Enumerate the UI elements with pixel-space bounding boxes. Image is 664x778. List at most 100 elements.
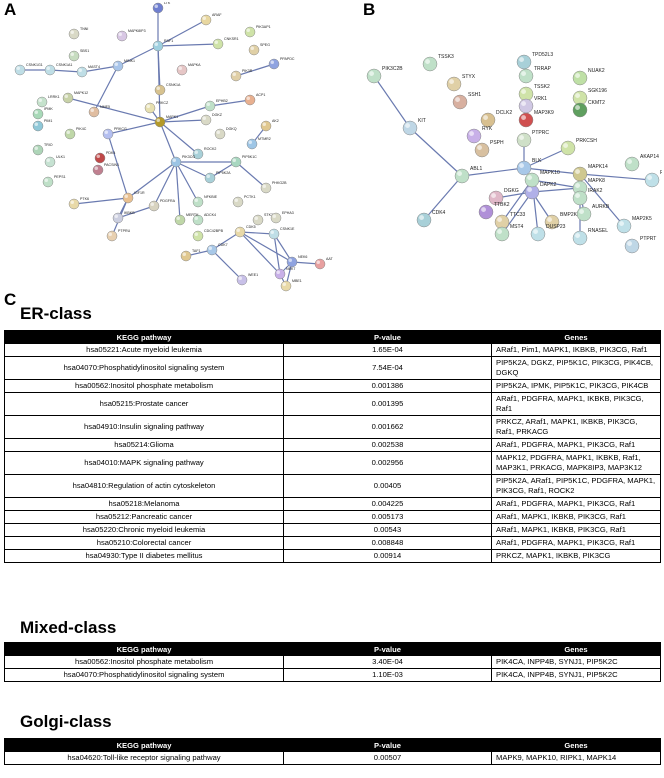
- table-row: hsa05221:Acute myeloid leukemia 1.65E-04 A…: [4, 343, 661, 357]
- network-node: VRK1: [518, 96, 547, 114]
- node-label: ACP1: [256, 93, 265, 97]
- node-circle: [62, 92, 74, 104]
- node-highlight: [232, 158, 236, 162]
- node-highlight: [16, 66, 20, 70]
- network-edge: [117, 45, 159, 67]
- node-label: MAP2K5: [632, 216, 652, 222]
- node-highlight: [579, 209, 584, 214]
- node-highlight: [114, 214, 118, 218]
- node-highlight: [527, 187, 532, 192]
- network-node: PTPRT: [624, 236, 656, 254]
- node-highlight: [156, 118, 160, 122]
- network-node: MAPK10: [524, 170, 560, 188]
- network-node: CSNK1E: [268, 227, 295, 240]
- node-circle: [402, 120, 418, 136]
- network-node: ABL1: [454, 166, 482, 184]
- node-circle: [148, 200, 160, 212]
- network-node: TSSK3: [422, 54, 454, 72]
- network-node: PIK3CG: [170, 155, 195, 168]
- node-highlight: [270, 230, 274, 234]
- table-row: hsa05215:Prostate cancer 0.001395 ARaf1, P…: [4, 392, 661, 416]
- node-circle: [516, 54, 532, 70]
- network-edge: [93, 65, 119, 113]
- node-highlight: [288, 258, 292, 262]
- node-highlight: [647, 175, 652, 180]
- node-circle: [230, 156, 242, 168]
- node-highlight: [575, 105, 580, 111]
- node-highlight: [70, 30, 74, 34]
- node-label: CSNK1E: [280, 227, 295, 231]
- node-circle: [624, 238, 640, 254]
- pathway-cell: hsa04620:Toll-like receptor signaling pa…: [4, 751, 284, 765]
- panel-letter-a: A: [4, 0, 17, 19]
- pvalue-cell: 0.00405: [283, 474, 492, 498]
- node-label: MAPK10: [540, 170, 560, 176]
- network-node: MST4: [494, 224, 524, 242]
- table-row: hsa00562:Inositol phosphate metabolism 3.…: [4, 655, 661, 669]
- network-node: NUAK2: [572, 68, 605, 86]
- pvalue-cell: 0.001395: [283, 392, 492, 416]
- node-label: RNASEL: [588, 228, 608, 234]
- node-highlight: [627, 159, 632, 164]
- node-circle: [516, 160, 532, 176]
- node-circle: [36, 96, 48, 108]
- network-node: PIK3AP1: [244, 25, 271, 38]
- node-highlight: [78, 68, 82, 72]
- node-circle: [572, 230, 588, 246]
- node-highlight: [425, 59, 430, 64]
- genes-cell: ARaf1, PDGFRA, MAPK1, IKBKB, PIK3CG, Raf…: [491, 392, 661, 416]
- node-highlight: [124, 194, 128, 198]
- node-highlight: [254, 216, 258, 220]
- node-label: DGKG: [504, 188, 519, 194]
- genes-cell: PIP5K2A, ARaf1, PIP5K1C, PDGFRA, MAPK1, …: [491, 474, 661, 498]
- node-highlight: [248, 140, 252, 144]
- node-highlight: [246, 96, 250, 100]
- node-label: PIK3CG: [182, 155, 195, 159]
- node-label: PRKCSH: [576, 138, 597, 144]
- network-edge: [235, 63, 275, 77]
- genes-cell: ARaf1, MAPK1, IKBKB, PIK3CG, Raf1: [491, 510, 661, 524]
- table-row: hsa04810:Regulation of actin cytoskeleto…: [4, 474, 661, 498]
- network-edge: [153, 161, 177, 207]
- node-label: PDK4: [106, 151, 115, 155]
- node-label: IPMK: [44, 107, 53, 111]
- pvalue-cell: 0.00543: [283, 523, 492, 537]
- node-highlight: [563, 143, 568, 148]
- network-node: CDC42BPB: [192, 229, 224, 242]
- node-circle: [94, 152, 106, 164]
- node-highlight: [469, 131, 474, 136]
- network-node: TSSK2: [518, 84, 550, 102]
- network-edge: [49, 69, 83, 73]
- node-circle: [116, 30, 128, 42]
- pathway-cell: hsa04010:MAPK signaling pathway: [4, 451, 284, 475]
- node-highlight: [270, 60, 274, 64]
- network-edge: [273, 233, 293, 263]
- genes-cell: PIP5K2A, IPMK, PIP5K1C, PIK3CG, PIK4CB: [491, 379, 661, 393]
- network-edge: [239, 231, 281, 275]
- pathway-cell: hsa00562:Inositol phosphate metabolism: [4, 655, 284, 669]
- node-circle: [112, 212, 124, 224]
- node-label: SPEG: [260, 43, 270, 47]
- mixed-class-table: KEGG pathway P-value Genes hsa00562:Inos…: [4, 642, 661, 682]
- pathway-cell: hsa05212:Pancreatic cancer: [4, 510, 284, 524]
- node-label: MERTK: [186, 213, 199, 217]
- network-node: PIK3R: [230, 69, 253, 82]
- header-pvalue: P-value: [283, 642, 492, 656]
- network-node: PSPH: [474, 140, 504, 158]
- node-highlight: [176, 216, 180, 220]
- network-edge: [81, 65, 119, 73]
- node-highlight: [575, 233, 580, 238]
- pvalue-cell: 0.00914: [283, 549, 492, 563]
- pathway-cell: hsa00562:Inositol phosphate metabolism: [4, 379, 284, 393]
- node-highlight: [497, 217, 502, 222]
- network-node: ULK1: [44, 155, 65, 168]
- node-label: MAPK14: [588, 164, 608, 170]
- node-highlight: [90, 108, 94, 112]
- node-label: MAPK12: [74, 91, 88, 95]
- node-highlight: [519, 163, 524, 168]
- network-node: MERTK: [174, 213, 199, 226]
- node-circle: [572, 102, 588, 118]
- node-highlight: [619, 221, 624, 226]
- node-circle: [204, 100, 216, 112]
- mixed-class-title: Mixed-class: [20, 618, 117, 637]
